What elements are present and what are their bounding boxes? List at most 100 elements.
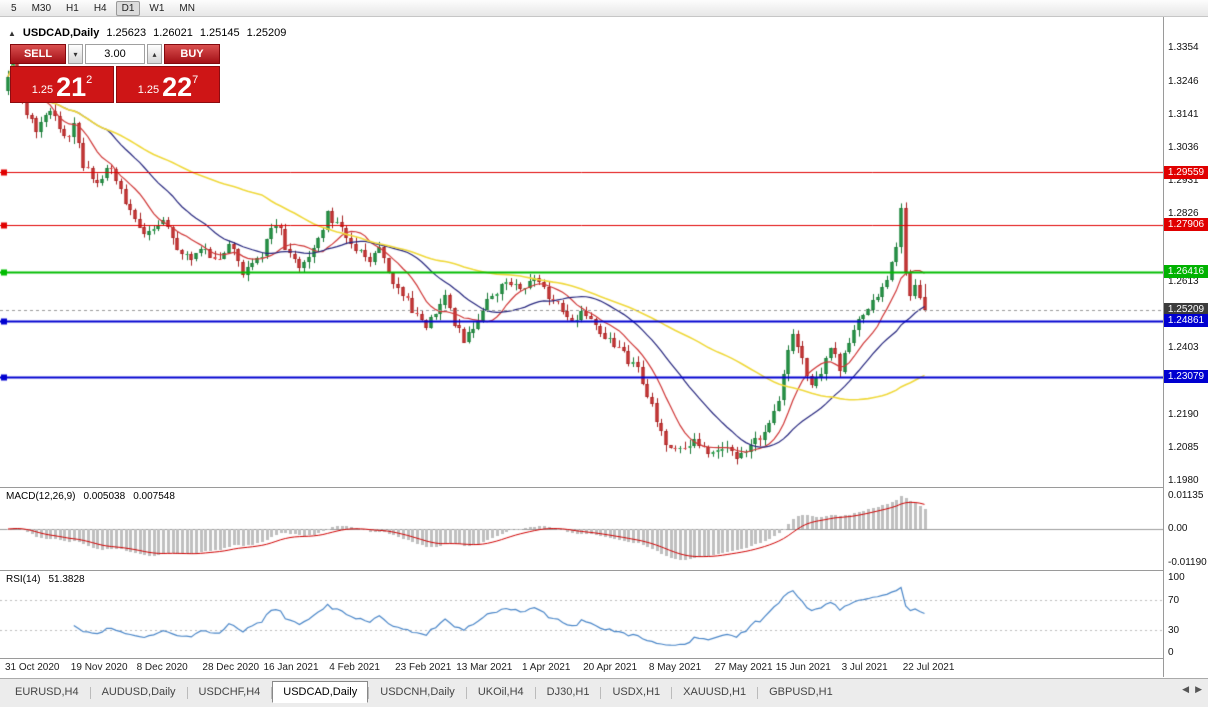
price-axis[interactable]: 1.3354 1.3246 1.3141 1.3036 1.2931 1.2826 1.26… <box>1163 17 1208 677</box>
price-tick: 1.2826 <box>1168 208 1199 220</box>
volume-decrease-button[interactable]: ▾ <box>68 44 83 64</box>
sell-button[interactable]: SELL <box>10 44 66 64</box>
line-price-tag: 1.26416 <box>1164 265 1208 278</box>
line-price-tag: 1.29559 <box>1164 165 1208 179</box>
tab-separator <box>600 687 602 699</box>
ohlc-high-value: 1.26021 <box>153 27 193 39</box>
tab-scroll-right-icon[interactable]: ▶ <box>1195 684 1202 694</box>
rsi-name: RSI(14) <box>6 574 41 585</box>
one-click-trading-panel: SELL ▾ ▴ BUY 1.25 21 2 1.25 22 7 <box>10 44 220 103</box>
ohlc-low-value: 1.25145 <box>199 27 240 39</box>
price-tick: 1.1980 <box>1168 475 1199 487</box>
buy-button[interactable]: BUY <box>164 44 220 64</box>
rsi-scale-tick: 0 <box>1168 647 1174 658</box>
pane-separator[interactable] <box>0 487 1208 488</box>
chart-tab-usdchf-h4[interactable]: USDCHF,H4 <box>198 686 261 698</box>
chart-tab-xauusd-h1[interactable]: XAUUSD,H1 <box>683 686 747 698</box>
price-tick: 1.3354 <box>1168 41 1199 53</box>
sell-price-big-digits: 21 <box>56 72 87 102</box>
macd-scale-tick: 0.00 <box>1168 523 1188 534</box>
buy-price-display[interactable]: 1.25 22 7 <box>116 66 220 103</box>
date-axis[interactable]: 31 Oct 2020 19 Nov 2020 8 Dec 2020 28 Dec 2… <box>0 659 1163 677</box>
price-tick: 1.3141 <box>1168 109 1199 121</box>
date-tick: 8 May 2021 <box>648 662 702 673</box>
sell-price-display[interactable]: 1.25 21 2 <box>10 66 114 103</box>
date-tick: 13 Mar 2021 <box>456 662 513 673</box>
line-price-tag: 1.24861 <box>1164 314 1208 328</box>
tab-separator <box>368 687 370 699</box>
pane-separator <box>0 658 1208 659</box>
price-tick: 1.3246 <box>1168 75 1199 87</box>
macd-main-value: 0.005038 <box>83 491 126 502</box>
timeframe-toolbar: 5 M30 H1 H4 D1 W1 MN <box>0 0 1208 17</box>
date-tick: 19 Nov 2020 <box>70 662 128 673</box>
price-tick: 1.2931 <box>1168 175 1199 187</box>
chart-tab-usdcnh-daily[interactable]: USDCNH,Daily <box>380 686 455 698</box>
macd-name: MACD(12,26,9) <box>6 491 76 502</box>
date-tick: 15 Jun 2021 <box>775 662 831 673</box>
collapse-panel-icon[interactable]: ▲ <box>8 28 16 38</box>
tab-separator <box>465 687 467 699</box>
rsi-indicator-canvas[interactable] <box>0 571 1163 658</box>
ohlc-open-value: 1.25623 <box>106 27 147 39</box>
timeframe-button-m30[interactable]: M30 <box>31 2 52 14</box>
date-tick: 22 Jul 2021 <box>902 662 955 673</box>
volume-increase-button[interactable]: ▴ <box>147 44 162 64</box>
price-tick: 1.2085 <box>1168 441 1199 453</box>
timeframe-button-d1[interactable]: D1 <box>115 0 141 16</box>
tab-separator <box>671 687 673 699</box>
price-tick: 1.3036 <box>1168 142 1199 154</box>
price-tick: 1.2190 <box>1168 408 1199 420</box>
pane-separator[interactable] <box>0 570 1208 571</box>
chart-tab-usdx-h1[interactable]: USDX,H1 <box>612 686 661 698</box>
date-tick: 31 Oct 2020 <box>5 662 60 673</box>
chart-tab-usdcad-daily[interactable]: USDCAD,Daily <box>272 681 369 703</box>
tab-separator <box>271 687 273 699</box>
date-tick: 8 Dec 2020 <box>136 662 188 673</box>
date-tick: 1 Apr 2021 <box>522 662 571 673</box>
chart-tab-bar: EURUSD,H4 AUDUSD,Daily USDCHF,H4 USDCAD,Dai… <box>0 678 1208 707</box>
current-price-tag: 1.25209 <box>1164 303 1208 317</box>
timeframe-button-w1[interactable]: W1 <box>149 2 165 14</box>
date-tick: 20 Apr 2021 <box>583 662 638 673</box>
macd-indicator-label: MACD(12,26,9) 0.005038 0.007548 <box>6 491 175 502</box>
tab-scroll-controls: ◀ ▶ <box>1182 684 1202 695</box>
timeframe-button-mn[interactable]: MN <box>179 2 195 14</box>
date-tick: 4 Feb 2021 <box>329 662 380 673</box>
volume-input[interactable] <box>85 44 145 64</box>
chevron-up-icon: ▴ <box>152 49 157 59</box>
macd-indicator-canvas[interactable] <box>0 488 1163 570</box>
rsi-scale-tick: 30 <box>1168 624 1180 636</box>
timeframe-button-5[interactable]: 5 <box>11 2 17 14</box>
macd-signal-value: 0.007548 <box>133 491 175 502</box>
chart-tab-gbpusd-h1[interactable]: GBPUSD,H1 <box>769 686 833 698</box>
chart-tab-audusd-daily[interactable]: AUDUSD,Daily <box>101 686 176 698</box>
timeframe-button-h1[interactable]: H1 <box>66 2 79 14</box>
chart-symbol-label: USDCAD,Daily <box>22 27 100 39</box>
line-price-tag: 1.27906 <box>1164 218 1208 232</box>
date-tick: 16 Jan 2021 <box>263 662 319 673</box>
ohlc-close-value: 1.25209 <box>246 27 287 39</box>
date-tick: 27 May 2021 <box>714 662 773 673</box>
rsi-scale-tick: 70 <box>1168 594 1180 606</box>
buy-price-pipette: 7 <box>192 74 199 86</box>
tab-separator <box>186 687 188 699</box>
timeframe-button-h4[interactable]: H4 <box>93 2 107 14</box>
tab-separator <box>89 687 91 699</box>
chart-tab-dj30-h1[interactable]: DJ30,H1 <box>546 686 590 698</box>
chart-tab-eurusd-h4[interactable]: EURUSD,H4 <box>15 686 79 698</box>
price-tick: 1.2403 <box>1168 341 1199 353</box>
rsi-value: 51.3828 <box>48 574 85 585</box>
date-tick: 23 Feb 2021 <box>395 662 452 673</box>
macd-scale-tick: -0.01190 <box>1168 557 1207 568</box>
rsi-scale-tick: 100 <box>1168 572 1185 583</box>
tab-scroll-left-icon[interactable]: ◀ <box>1182 684 1190 694</box>
chart-tab-ukoil-h4[interactable]: UKOil,H4 <box>477 686 524 698</box>
chevron-down-icon: ▾ <box>73 49 78 59</box>
rsi-indicator-label: RSI(14) 51.3828 <box>6 574 85 585</box>
macd-scale-tick: 0.01135 <box>1168 490 1204 501</box>
tab-separator <box>534 687 536 699</box>
price-tick: 1.2613 <box>1168 275 1199 287</box>
tab-separator <box>757 687 759 699</box>
